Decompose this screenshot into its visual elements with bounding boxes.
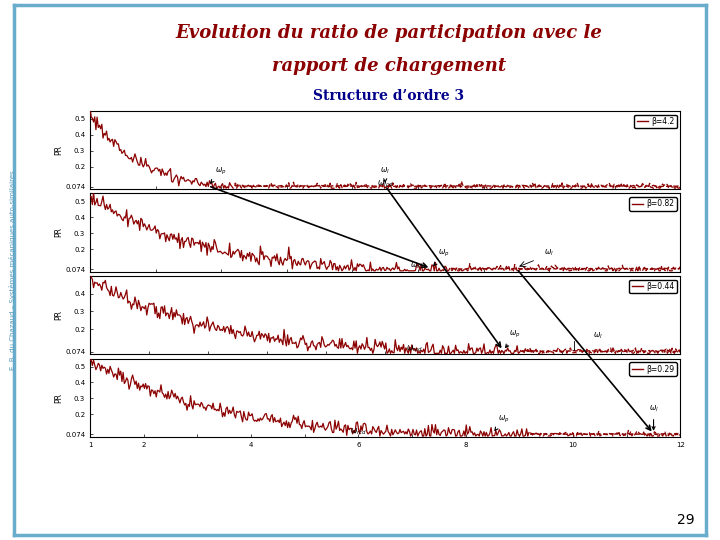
Text: $\omega_p$: $\omega_p$ [211, 166, 227, 183]
Text: $\omega_{rcd}$: $\omega_{rcd}$ [406, 343, 423, 354]
Text: $\omega_p$: $\omega_p$ [495, 414, 509, 430]
Y-axis label: PR: PR [55, 227, 63, 238]
Text: Structure d’ordre 3: Structure d’ordre 3 [313, 89, 464, 103]
Text: rapport de chargement: rapport de chargement [271, 57, 506, 75]
Text: $\omega_{rcd}$: $\omega_{rcd}$ [410, 261, 426, 271]
Legend: β=4.2: β=4.2 [634, 114, 677, 128]
Text: $\omega_l$: $\omega_l$ [544, 248, 554, 258]
Y-axis label: PR: PR [55, 393, 63, 403]
Y-axis label: PR: PR [55, 145, 63, 155]
Text: $\omega_l$: $\omega_l$ [593, 330, 603, 341]
Y-axis label: PR: PR [55, 310, 63, 320]
Text: E. B. du Chazaud – Systèmes mécaniques auto-similaires: E. B. du Chazaud – Systèmes mécaniques a… [9, 170, 17, 370]
Text: $\omega_{rcd}$: $\omega_{rcd}$ [377, 178, 394, 188]
Text: Evolution du ratio de participation avec le: Evolution du ratio de participation avec… [176, 24, 602, 42]
Text: $\omega_{rcd}$: $\omega_{rcd}$ [350, 426, 366, 436]
Text: $\omega_l$: $\omega_l$ [649, 403, 659, 430]
Text: 29: 29 [678, 512, 695, 526]
Legend: β=0.44: β=0.44 [629, 280, 677, 293]
Legend: β=0.82: β=0.82 [629, 197, 677, 211]
Text: $\omega_p$: $\omega_p$ [434, 248, 450, 266]
Text: $\omega_l$: $\omega_l$ [380, 165, 390, 182]
Text: $\omega_p$: $\omega_p$ [505, 329, 521, 347]
Legend: β=0.29: β=0.29 [629, 362, 677, 376]
